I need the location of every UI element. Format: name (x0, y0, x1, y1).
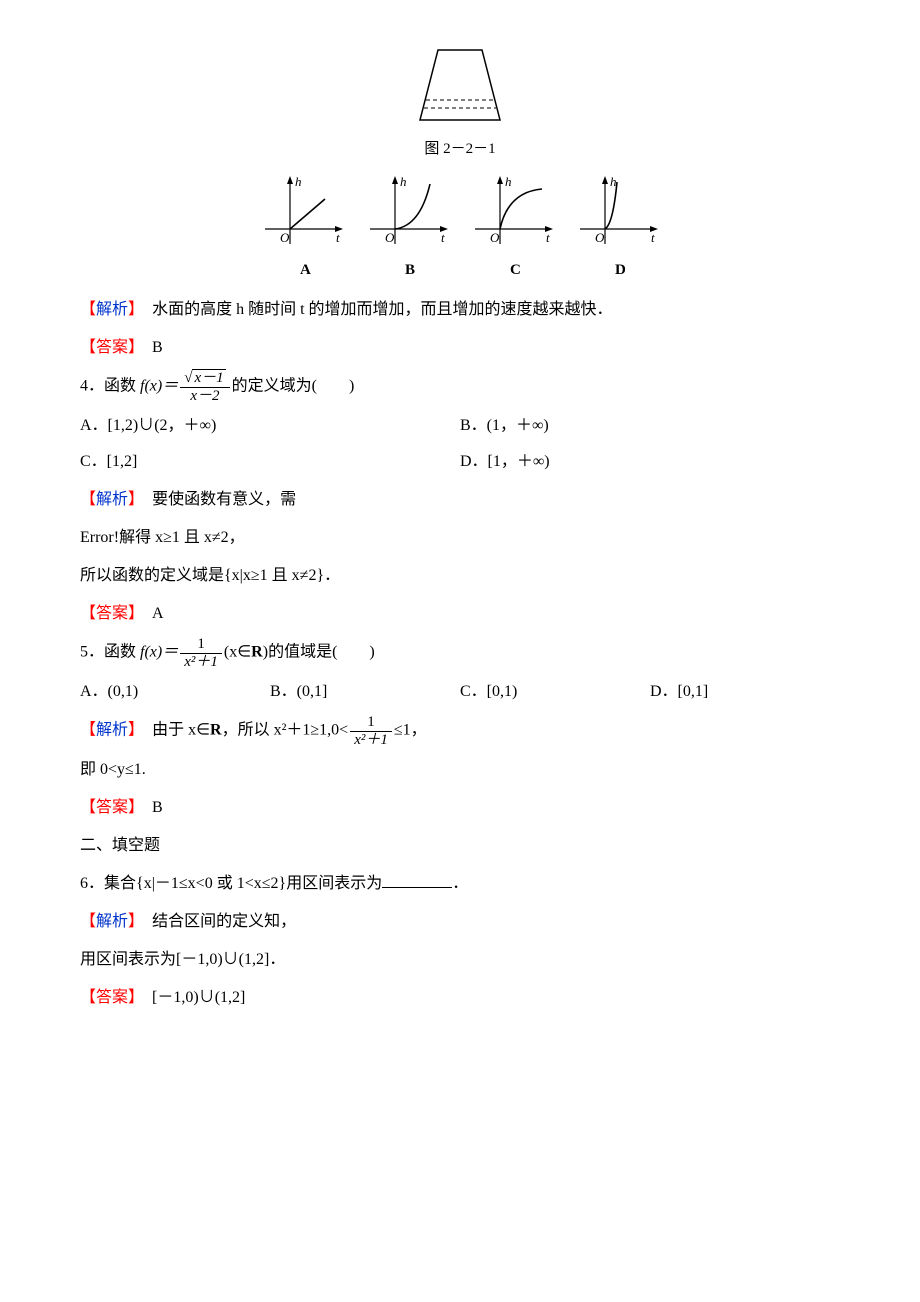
q6-blank (382, 871, 452, 888)
q4-answer: 【答案】 A (80, 598, 840, 630)
q3-analysis-text: 水面的高度 h 随时间 t 的增加而增加，而且增加的速度越来越快． (152, 301, 612, 318)
q5-option-b: B．(0,1] (270, 676, 460, 708)
q4-options-row1: A．[1,2)∪(2，＋∞) B．(1，＋∞) (80, 410, 840, 442)
q5-num: 1 (180, 636, 222, 654)
q5-answer: 【答案】 B (80, 792, 840, 824)
q5-fraction: 1x²＋1 (180, 636, 222, 670)
q5-fx: f(x)＝ (140, 644, 178, 661)
answer-label: 【答案】 (80, 605, 136, 622)
q4-option-c: C．[1,2] (80, 446, 460, 478)
q4-num: x－1 (192, 369, 225, 386)
q5-fraction2: 1x²＋1 (350, 714, 392, 748)
q3-answer-value: B (152, 339, 163, 356)
svg-text:h: h (610, 174, 617, 189)
q5-den: x²＋1 (180, 654, 222, 671)
q5-option-c: C．[0,1) (460, 676, 650, 708)
svg-text:O: O (280, 230, 290, 245)
svg-text:h: h (505, 174, 512, 189)
q4-stem: 4．函数 f(x)＝√x－1x－2的定义域为( ) (80, 370, 840, 404)
q4-analysis-line1: 要使函数有意义，需 (152, 491, 296, 508)
q5-analysis-line2: 即 0<y≤1. (80, 754, 840, 786)
q4-error-line: Error!解得 x≥1 且 x≠2， (80, 522, 840, 554)
q6-analysis-1: 【解析】 结合区间的定义知， (80, 906, 840, 938)
q5-number: 5． (80, 644, 104, 661)
q3-analysis: 【解析】 水面的高度 h 随时间 t 的增加而增加，而且增加的速度越来越快． (80, 294, 840, 326)
svg-text:h: h (400, 174, 407, 189)
q5-options: A．(0,1) B．(0,1] C．[0,1) D．[0,1] (80, 676, 840, 708)
svg-text:t: t (336, 230, 340, 245)
q5-stem: 5．函数 f(x)＝1x²＋1(x∈R)的值域是( ) (80, 636, 840, 670)
q5-stem-prefix: 函数 (104, 644, 140, 661)
q4-options-row2: C．[1,2] D．[1，＋∞) (80, 446, 840, 478)
q6-stem: 6．集合{x|－1≤x<0 或 1<x≤2}用区间表示为 ． (80, 868, 840, 900)
q6-analysis-line1: 结合区间的定义知， (152, 913, 296, 930)
q6-period: ． (452, 875, 468, 892)
q5-num2: 1 (350, 714, 392, 732)
q5-analysis-prefix: 由于 x∈ (152, 722, 210, 739)
q5-analysis-suffix: ≤1， (394, 722, 427, 739)
q6-analysis-2: 用区间表示为[－1,0)∪(1,2]． (80, 944, 840, 976)
figure-trapezoid: 图 2－2－1 (80, 40, 840, 164)
svg-text:B: B (405, 262, 415, 278)
q3-answer: 【答案】 B (80, 332, 840, 364)
graphs-svg: h t O A h t O B h t O C (240, 174, 680, 284)
q4-stem-prefix: 函数 (104, 378, 140, 395)
q5-R2: R (210, 722, 222, 739)
q5-answer-value: B (152, 799, 163, 816)
q5-analysis: 【解析】 由于 x∈R，所以 x²＋1≥1,0<1x²＋1≤1， (80, 714, 840, 748)
q5-stem-mid: (x∈ (224, 644, 251, 661)
q5-stem-suffix: )的值域是( ) (263, 644, 375, 661)
q6-answer: 【答案】 [－1,0)∪(1,2] (80, 982, 840, 1014)
answer-label: 【答案】 (80, 339, 136, 356)
svg-text:t: t (441, 230, 445, 245)
q4-fx: f(x)＝ (140, 378, 178, 395)
q5-analysis-mid: ，所以 x²＋1≥1,0< (222, 722, 349, 739)
q6-number: 6． (80, 875, 104, 892)
svg-text:C: C (510, 262, 521, 278)
q5-option-d: D．[0,1] (650, 676, 840, 708)
q4-den: x－2 (180, 388, 229, 405)
svg-text:O: O (385, 230, 395, 245)
q5-R: R (251, 644, 263, 661)
figure-graphs: h t O A h t O B h t O C (80, 174, 840, 284)
q6-answer-value: [－1,0)∪(1,2] (152, 989, 245, 1006)
q4-option-a: A．[1,2)∪(2，＋∞) (80, 410, 460, 442)
svg-text:O: O (595, 230, 605, 245)
q4-answer-value: A (152, 605, 164, 622)
q5-option-a: A．(0,1) (80, 676, 270, 708)
svg-text:A: A (300, 262, 311, 278)
q4-stem-suffix: 的定义域为( ) (232, 378, 355, 395)
svg-text:t: t (651, 230, 655, 245)
q5-den2: x²＋1 (350, 732, 392, 749)
q4-number: 4． (80, 378, 104, 395)
svg-text:O: O (490, 230, 500, 245)
trapezoid-svg (400, 40, 520, 130)
q4-fraction: √x－1x－2 (180, 370, 229, 404)
svg-text:D: D (615, 262, 626, 278)
section-2-heading: 二、填空题 (80, 830, 840, 862)
q4-option-b: B．(1，＋∞) (460, 410, 840, 442)
q4-option-d: D．[1，＋∞) (460, 446, 840, 478)
svg-text:t: t (546, 230, 550, 245)
answer-label: 【答案】 (80, 799, 136, 816)
answer-label: 【答案】 (80, 989, 136, 1006)
q4-analysis-2: 所以函数的定义域是{x|x≥1 且 x≠2}． (80, 560, 840, 592)
figure-caption: 图 2－2－1 (80, 134, 840, 164)
q4-analysis-1: 【解析】 要使函数有意义，需 (80, 484, 840, 516)
svg-text:h: h (295, 174, 302, 189)
q6-stem-text: 集合{x|－1≤x<0 或 1<x≤2}用区间表示为 (104, 875, 382, 892)
